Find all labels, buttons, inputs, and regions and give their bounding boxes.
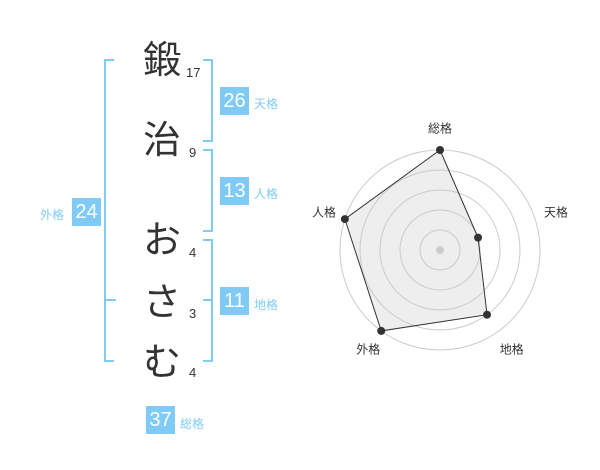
name-char: さ [142, 280, 181, 324]
axis-label: 人格 [311, 205, 336, 220]
grid-ring [379, 189, 501, 311]
tenkaku-value: 26 [220, 87, 249, 115]
chikaku-label: 地格 [254, 298, 279, 312]
jinkaku-label: 人格 [254, 187, 279, 201]
soukaku-label: 総格 [180, 417, 205, 431]
axis-label: 地格 [499, 342, 524, 357]
jinkaku-bracket [203, 149, 213, 232]
axis-label: 総格 [427, 121, 453, 136]
stroke-count: 4 [189, 245, 197, 260]
bracket-tick [203, 299, 213, 301]
name-char: む [142, 340, 181, 384]
soukaku-value: 37 [146, 406, 175, 434]
grid-ring [399, 209, 481, 291]
data-point [474, 233, 483, 242]
grid-ring [359, 169, 521, 331]
data-point [436, 146, 444, 154]
data-point [377, 326, 386, 335]
axis-label: 外格 [356, 342, 381, 357]
gaikaku-value: 24 [72, 198, 101, 226]
tenkaku-bracket [203, 59, 213, 142]
center-dot [436, 246, 444, 254]
stroke-count: 4 [189, 365, 197, 380]
name-char: 治 [142, 118, 181, 162]
data-point [483, 310, 492, 319]
radar-area [344, 149, 488, 332]
stroke-count: 3 [189, 306, 197, 321]
gaikaku-label: 外格 [40, 208, 65, 222]
stroke-count: 9 [189, 145, 197, 160]
bracket-tick [106, 299, 116, 301]
jinkaku-value: 13 [220, 177, 249, 205]
name-char: お [142, 218, 181, 262]
tenkaku-label: 天格 [254, 97, 279, 111]
gaikaku-bracket [104, 59, 114, 362]
grid-ring [419, 229, 461, 271]
name-char: 鍛 [142, 38, 181, 82]
axis-label: 天格 [544, 205, 569, 220]
chikaku-value: 11 [220, 287, 249, 315]
data-point [340, 215, 349, 224]
stroke-count: 17 [186, 65, 201, 80]
